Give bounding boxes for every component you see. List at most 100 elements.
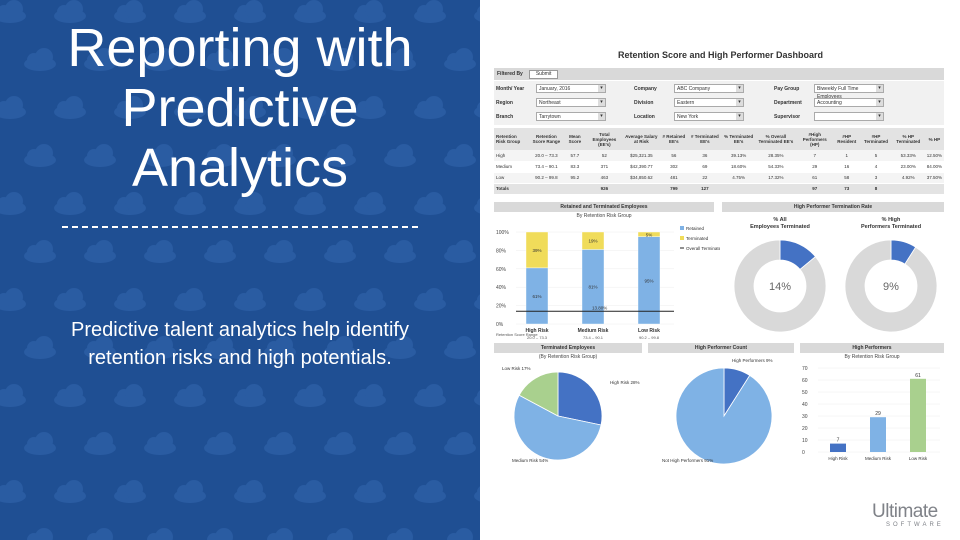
cloud-icon — [54, 192, 86, 215]
cloud-icon — [234, 0, 266, 23]
cloud-icon — [294, 192, 326, 215]
retained-slice — [844, 239, 938, 333]
slide-title-line: Analytics — [131, 138, 349, 198]
high-performers-title: High Performers — [800, 343, 944, 353]
table-cell — [623, 183, 660, 195]
table-row: Low 90.2 – 99.8 95.2 463 $34,850.62 481 22 4.75… — [494, 172, 944, 184]
month-year-select[interactable]: January, 2016 — [536, 84, 606, 93]
dashboard-title: Retention Score and High Performer Dashb… — [618, 50, 824, 60]
cloud-icon — [324, 336, 356, 359]
table-cell: 61 — [796, 172, 834, 184]
bar-value-label: 7 — [837, 438, 840, 444]
cloud-icon — [234, 480, 266, 503]
supervisor-select[interactable] — [814, 112, 884, 121]
cloud-icon — [474, 198, 480, 214]
title-divider — [62, 226, 418, 228]
cloud-icon — [264, 336, 296, 359]
cloud-icon — [354, 96, 386, 119]
cloud-icon — [294, 480, 326, 503]
table-column-header: # Terminated EE's — [688, 128, 722, 150]
cloud-icon — [26, 528, 54, 540]
table-cell: 69 — [688, 161, 722, 173]
cloud-icon — [146, 528, 174, 540]
division-select[interactable]: Eastern — [674, 98, 744, 107]
cloud-icon — [84, 432, 116, 455]
table-cell: 481 — [659, 172, 689, 184]
cloud-icon — [354, 0, 386, 23]
table-column-header: % Overall Terminated EE's — [755, 128, 797, 150]
cloud-icon — [54, 0, 86, 23]
dashboard-screenshot: Retention Score and High Performer Dashb… — [494, 46, 946, 466]
table-cell: 28.35% — [755, 150, 797, 162]
cloud-icon — [114, 288, 146, 311]
cloud-icon — [144, 144, 176, 167]
table-cell: 83.3 — [564, 161, 586, 173]
region-select[interactable]: Northeast — [536, 98, 606, 107]
title-panel: Reporting with Predictive Analytics Pred… — [0, 0, 480, 540]
bar — [830, 443, 846, 452]
table-column-header: % Terminated EE's — [721, 128, 756, 150]
cloud-icon — [174, 0, 206, 23]
pay-group-select[interactable]: Biweekly Full Time Employees — [814, 84, 884, 100]
high-risk-slice — [557, 371, 603, 426]
bar-value-label: 61 — [915, 373, 921, 379]
table-cell: 37.50% — [924, 172, 944, 184]
cloud-icon — [234, 384, 266, 407]
table-cell: $42,390.77 — [623, 161, 660, 173]
cloud-icon — [24, 48, 56, 71]
table-cell: 371 — [585, 161, 624, 173]
pie-slice-label: Medium Risk 54% — [512, 458, 548, 463]
cloud-icon — [174, 480, 206, 503]
pie-slice-label: Low Risk 17% — [502, 366, 531, 371]
cloud-icon — [114, 0, 146, 23]
legend-swatch — [680, 226, 684, 230]
cloud-icon — [354, 192, 386, 215]
table-cell: High — [494, 150, 529, 162]
y-tick-label: 60% — [496, 267, 507, 273]
legend-label: Terminated — [686, 236, 709, 241]
cloud-icon — [324, 240, 356, 263]
hp-termination-rate-title: High Performer Termination Rate — [722, 202, 944, 212]
bar-value-label: 5% — [646, 232, 653, 237]
category-range-label: 90.2 – 99.8 — [639, 335, 660, 340]
logo-word: Ultimate — [872, 501, 938, 522]
table-cell: 5 — [860, 150, 892, 162]
terminated-employees-subtitle: (By Retention Risk Group) — [538, 354, 598, 360]
bar-value-label: 29 — [875, 411, 881, 417]
terminated-bar — [637, 231, 661, 237]
filter-label: Pay Group — [774, 85, 800, 92]
cloud-icon — [54, 480, 86, 503]
table-cell: 12.50% — [924, 150, 944, 162]
department-select[interactable]: Accounting — [814, 98, 884, 107]
cloud-icon — [144, 336, 176, 359]
cloud-icon — [206, 528, 234, 540]
y-tick-label: 70 — [802, 366, 808, 372]
table-cell: 926 — [585, 183, 624, 195]
y-tick-label: 60 — [802, 378, 808, 384]
submit-button[interactable]: Submit — [528, 69, 559, 79]
cloud-icon — [414, 192, 446, 215]
cloud-icon — [264, 432, 296, 455]
table-cell: 3 — [860, 172, 892, 184]
cloud-icon — [264, 48, 296, 71]
table-column-header: Total Employees (EE's) — [585, 128, 624, 150]
y-tick-label: 40 — [802, 402, 808, 408]
terminated-bar — [581, 231, 605, 250]
bar-value-label: 19% — [588, 239, 597, 244]
table-cell — [721, 183, 756, 195]
donut-title: Performers Terminated — [861, 224, 921, 230]
location-select[interactable]: New York — [674, 112, 744, 121]
table-cell — [528, 183, 565, 195]
category-label: Low Risk — [909, 456, 928, 461]
cloud-icon — [324, 432, 356, 455]
table-column-header: # Retained EE's — [659, 128, 689, 150]
pie-slice-label: Not High Performers 91% — [662, 458, 713, 463]
cloud-icon — [204, 336, 236, 359]
filter-label: Location — [634, 113, 655, 120]
branch-select[interactable]: Tarrytown — [536, 112, 606, 121]
cloud-icon — [444, 144, 476, 167]
cloud-icon — [384, 240, 416, 263]
y-tick-label: 100% — [496, 230, 509, 236]
company-select[interactable]: ABC Company — [674, 84, 744, 93]
